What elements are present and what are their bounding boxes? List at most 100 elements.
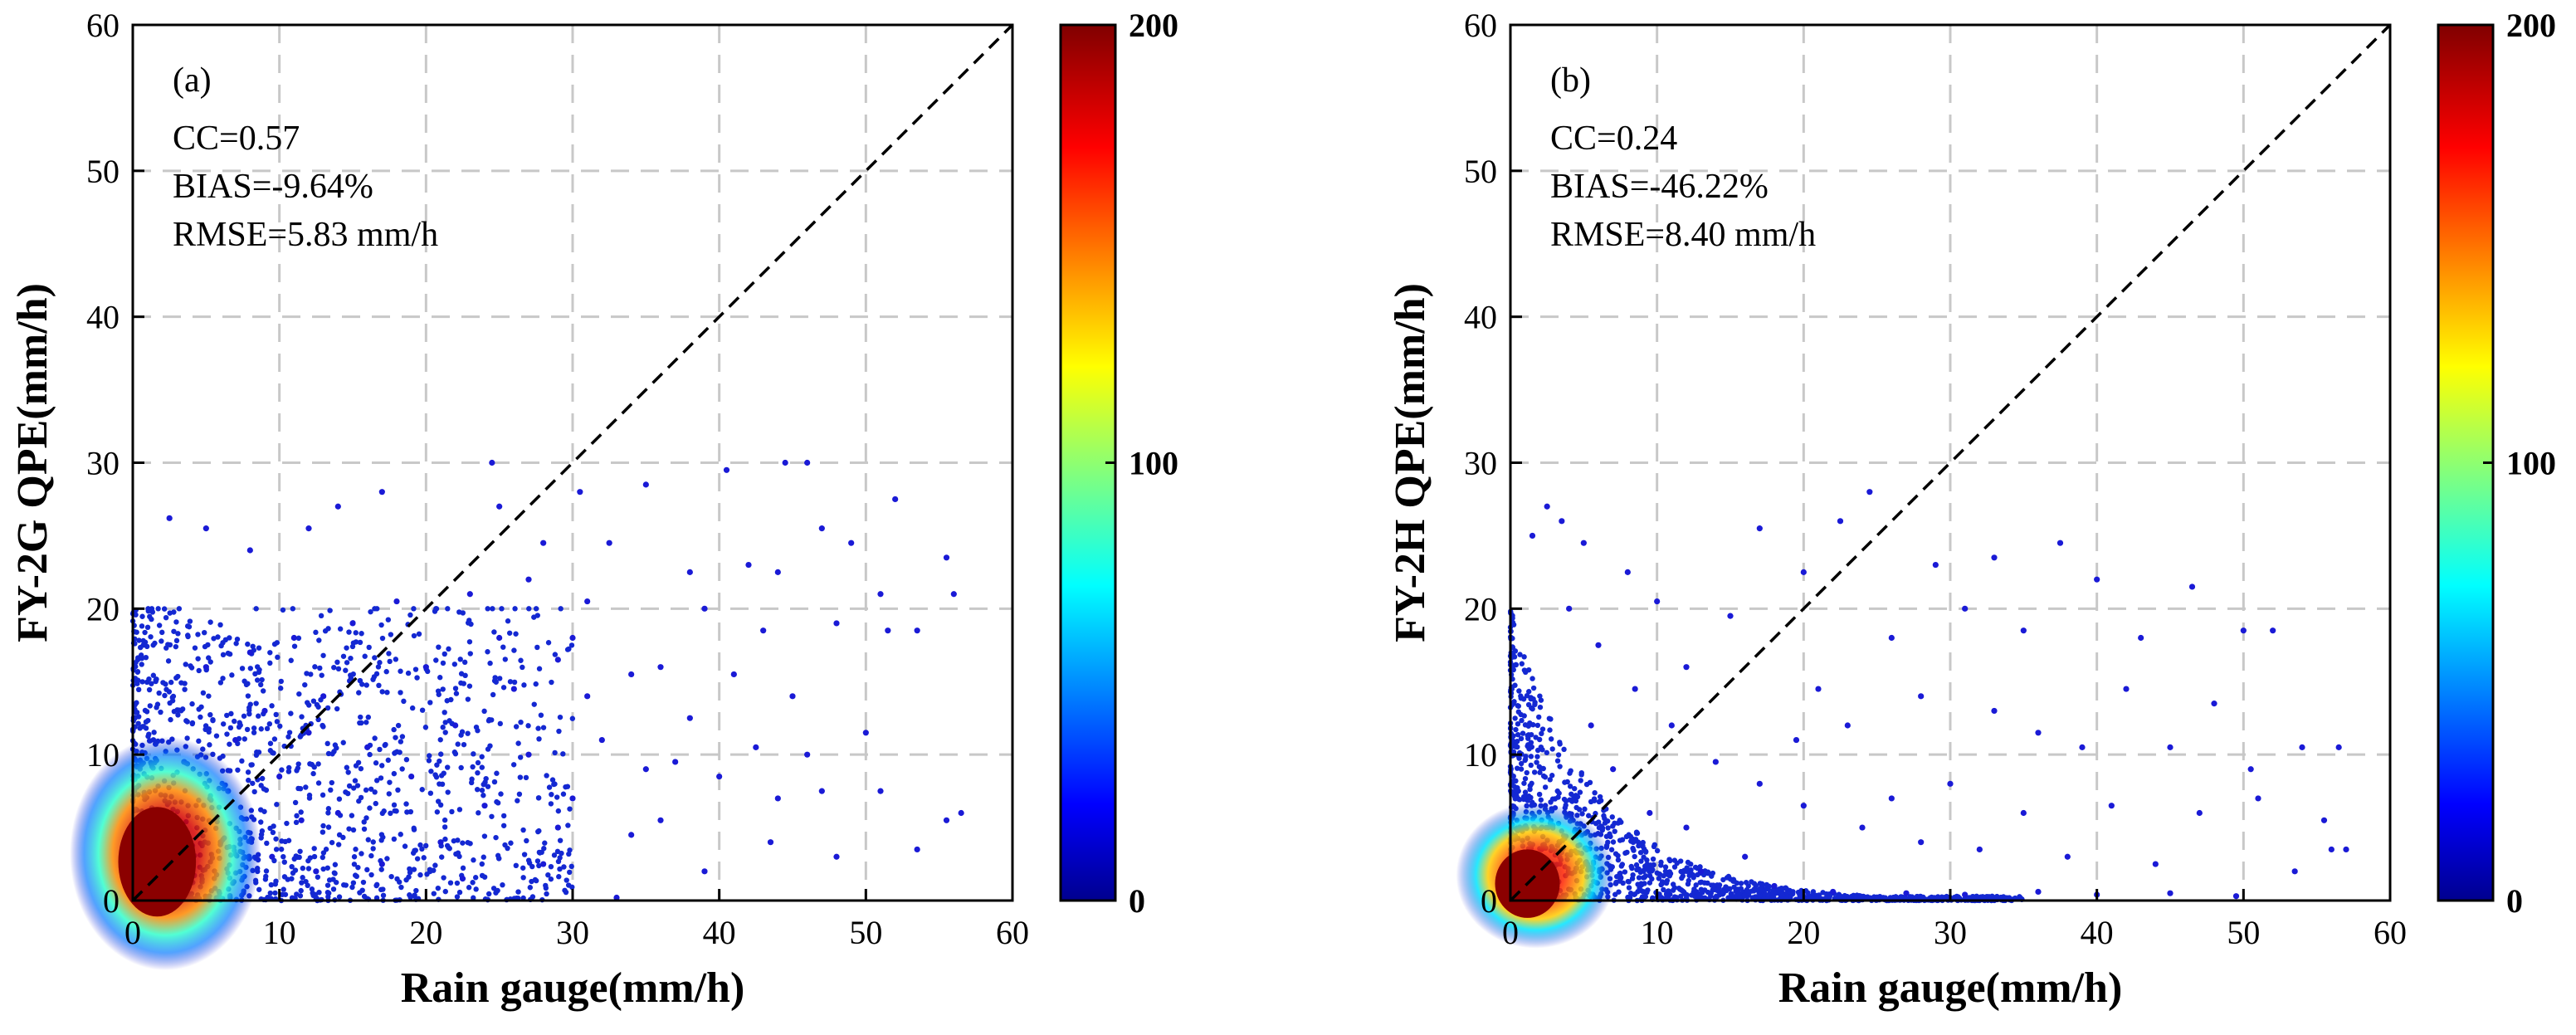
density-dot: [442, 824, 448, 830]
scatter-point: [1727, 613, 1734, 619]
density-dot: [244, 726, 251, 733]
density-dot: [271, 750, 276, 756]
density-dot: [163, 614, 169, 621]
density-dot: [149, 609, 156, 615]
density-dot: [1547, 777, 1553, 783]
y-tick-label: 60: [86, 7, 120, 44]
density-core: [70, 736, 261, 971]
density-dot: [557, 837, 564, 843]
scatter-point: [767, 839, 774, 846]
density-dot: [358, 714, 363, 720]
density-dot: [148, 634, 154, 640]
density-dot: [386, 791, 393, 797]
density-dot: [1671, 857, 1678, 863]
density-dot: [1552, 796, 1559, 802]
density-dot: [1671, 885, 1678, 891]
density-dot: [285, 734, 291, 740]
density-dot: [442, 710, 447, 715]
density-dot: [398, 739, 404, 745]
density-dot: [1730, 876, 1736, 882]
density-dot: [1637, 885, 1642, 891]
density-dot: [376, 682, 382, 689]
density-dot: [1662, 864, 1669, 870]
x-axis-label: Rain gauge(mm/h): [401, 964, 745, 1012]
density-dot: [497, 720, 504, 727]
density-dot: [274, 719, 281, 725]
density-dot: [271, 823, 276, 829]
density-dot: [1629, 876, 1636, 881]
density-dot: [460, 865, 466, 871]
density-dot: [227, 725, 234, 731]
scatter-point: [554, 824, 561, 831]
density-dot: [334, 659, 340, 666]
scatter-point: [584, 693, 591, 700]
density-dot: [445, 606, 451, 612]
scatter-point: [2211, 701, 2217, 707]
density-dot: [506, 630, 513, 636]
density-dot: [401, 698, 407, 705]
density-dot: [233, 641, 239, 647]
stat-rmse: RMSE=8.40 mm/h: [1550, 216, 1816, 254]
colorbar-ticks: 0 100 200: [2483, 7, 2556, 920]
density-dot: [1993, 894, 2000, 900]
scatter-point: [774, 569, 781, 575]
scatter-point: [686, 715, 693, 721]
density-dot: [1762, 891, 1769, 897]
density-dot: [324, 865, 330, 871]
density-dot: [546, 784, 553, 790]
density-dot: [1779, 893, 1786, 899]
density-dot: [251, 725, 257, 731]
density-dot: [485, 746, 491, 752]
density-dot: [156, 690, 162, 696]
density-dot: [451, 749, 458, 755]
density-dot: [513, 862, 520, 869]
density-dot: [1518, 693, 1524, 699]
density-dot: [310, 698, 317, 704]
density-dot: [556, 728, 562, 735]
density-dot: [1539, 730, 1544, 737]
density-dot: [267, 890, 273, 896]
colorbar-tick-label: 100: [1129, 445, 1178, 482]
density-dot: [220, 676, 226, 681]
panel-a: 0 10 20 30 40 50 60 0 10 20 30 40 50 60 (a) CC=0.57 B…: [9, 7, 1178, 1012]
density-dot: [173, 637, 180, 644]
y-tick-label: 40: [86, 299, 120, 336]
density-dot: [134, 669, 141, 675]
density-dot: [171, 628, 177, 634]
density-dot: [544, 891, 549, 897]
colorbar-tick-label: 200: [2506, 7, 2556, 44]
density-dot: [136, 637, 142, 643]
scatter-point: [2123, 686, 2130, 692]
density-dot: [242, 736, 247, 742]
density-dot: [133, 659, 139, 666]
density-dot: [1522, 789, 1529, 795]
density-dot: [353, 847, 359, 852]
density-dot: [411, 867, 417, 872]
density-dot: [1656, 876, 1662, 881]
density-dot: [554, 794, 560, 800]
density-dot: [487, 660, 493, 666]
x-tick-label: 0: [124, 914, 141, 951]
density-dot: [161, 606, 168, 612]
density-dot: [490, 606, 495, 612]
density-dot: [166, 689, 173, 695]
density-dot: [475, 759, 481, 766]
density-dot: [414, 675, 420, 681]
density-dot: [441, 770, 446, 776]
density-dot: [1612, 891, 1618, 897]
density-dot: [168, 716, 173, 723]
density-dot: [271, 736, 278, 742]
density-dot: [1563, 798, 1569, 804]
density-dot: [253, 606, 259, 612]
density-dot: [143, 654, 149, 661]
density-dot: [134, 681, 140, 686]
density-dot: [1642, 873, 1649, 879]
scatter-point: [958, 809, 964, 817]
density-dot: [1531, 769, 1538, 775]
density-dot: [540, 725, 547, 730]
density-dot: [299, 714, 305, 720]
density-dot: [379, 763, 385, 769]
scatter-point: [686, 569, 693, 575]
density-dot: [1736, 891, 1743, 896]
density-dot: [1536, 791, 1543, 798]
